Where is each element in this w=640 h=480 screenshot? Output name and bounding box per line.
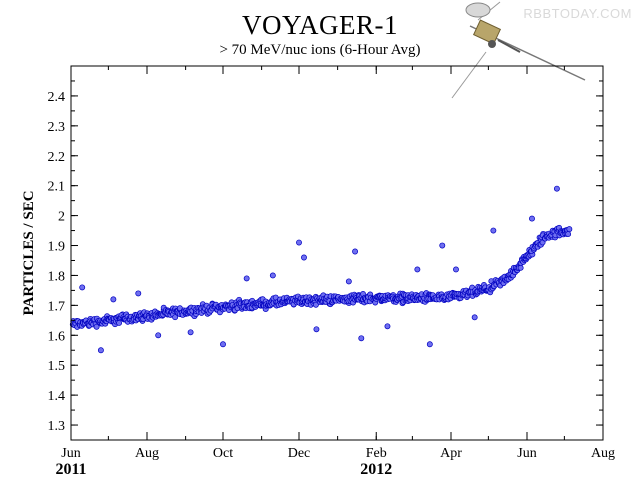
chart-title: VOYAGER-1	[242, 10, 398, 40]
data-point	[301, 254, 307, 261]
data-point	[172, 314, 179, 321]
x-tick-label: Aug	[591, 446, 615, 461]
y-tick-label: 2.4	[48, 90, 66, 105]
data-point	[110, 296, 117, 303]
data-point	[553, 185, 560, 192]
data-point	[565, 231, 572, 238]
y-tick-label: 2.1	[48, 180, 66, 195]
data-point	[453, 266, 459, 273]
data-point	[490, 227, 497, 234]
data-point	[313, 326, 320, 333]
voyager-spacecraft-icon	[451, 1, 586, 99]
year-label: 2012	[360, 461, 392, 478]
y-tick-label: 2.2	[48, 150, 66, 165]
x-tick-label: Dec	[288, 446, 311, 461]
x-tick-label: Jun	[61, 446, 80, 461]
data-point	[79, 284, 86, 291]
data-point	[439, 242, 446, 249]
data-point	[529, 215, 535, 222]
data-point	[426, 341, 433, 348]
data-point	[116, 320, 123, 326]
x-tick-label: Feb	[366, 446, 387, 461]
data-point	[135, 290, 142, 297]
y-axis-label: PARTICLES / SEC	[21, 190, 37, 315]
y-tick-label: 1.5	[48, 359, 66, 374]
y-axis: 1.3 1.4 1.5 1.6 1.7 1.8 1.9 2 2.1 2.2 2.3 2.4	[48, 80, 603, 434]
data-point	[93, 323, 100, 330]
chart-subtitle: > 70 MeV/nuc ions (6-Hour Avg)	[219, 42, 421, 58]
y-tick-label: 1.3	[48, 419, 66, 434]
data-point	[97, 347, 104, 354]
data-points	[69, 185, 573, 354]
data-point	[384, 323, 391, 330]
data-point	[517, 264, 524, 271]
y-tick-label: 1.9	[48, 240, 66, 255]
y-tick-label: 1.8	[48, 269, 66, 284]
data-point	[471, 314, 478, 321]
data-point	[220, 341, 226, 348]
x-tick-label: Jun	[517, 446, 536, 461]
data-point	[345, 278, 352, 285]
x-tick-label: Oct	[213, 446, 233, 461]
y-tick-label: 1.4	[48, 389, 66, 404]
y-tick-label: 1.7	[48, 299, 66, 314]
data-point	[296, 239, 302, 246]
data-point	[312, 301, 319, 308]
watermark-text: RBBTODAY.COM	[523, 6, 632, 21]
data-point	[243, 275, 250, 282]
x-tick-label: Aug	[135, 446, 159, 461]
data-point	[352, 248, 359, 255]
plot-frame	[70, 65, 604, 441]
year-label: 2011	[55, 461, 86, 478]
y-tick-label: 1.6	[48, 329, 66, 344]
data-point	[187, 329, 194, 336]
y-tick-label: 2.3	[48, 120, 66, 135]
x-axis: Jun Aug Oct Dec Feb Apr Jun Aug 2011 2012	[55, 66, 615, 478]
y-tick-label: 2	[58, 210, 65, 225]
data-point	[358, 335, 365, 342]
x-tick-label: Apr	[440, 446, 462, 461]
data-point	[414, 266, 421, 273]
data-point	[269, 272, 276, 279]
data-point	[155, 332, 162, 339]
data-point	[566, 226, 573, 233]
